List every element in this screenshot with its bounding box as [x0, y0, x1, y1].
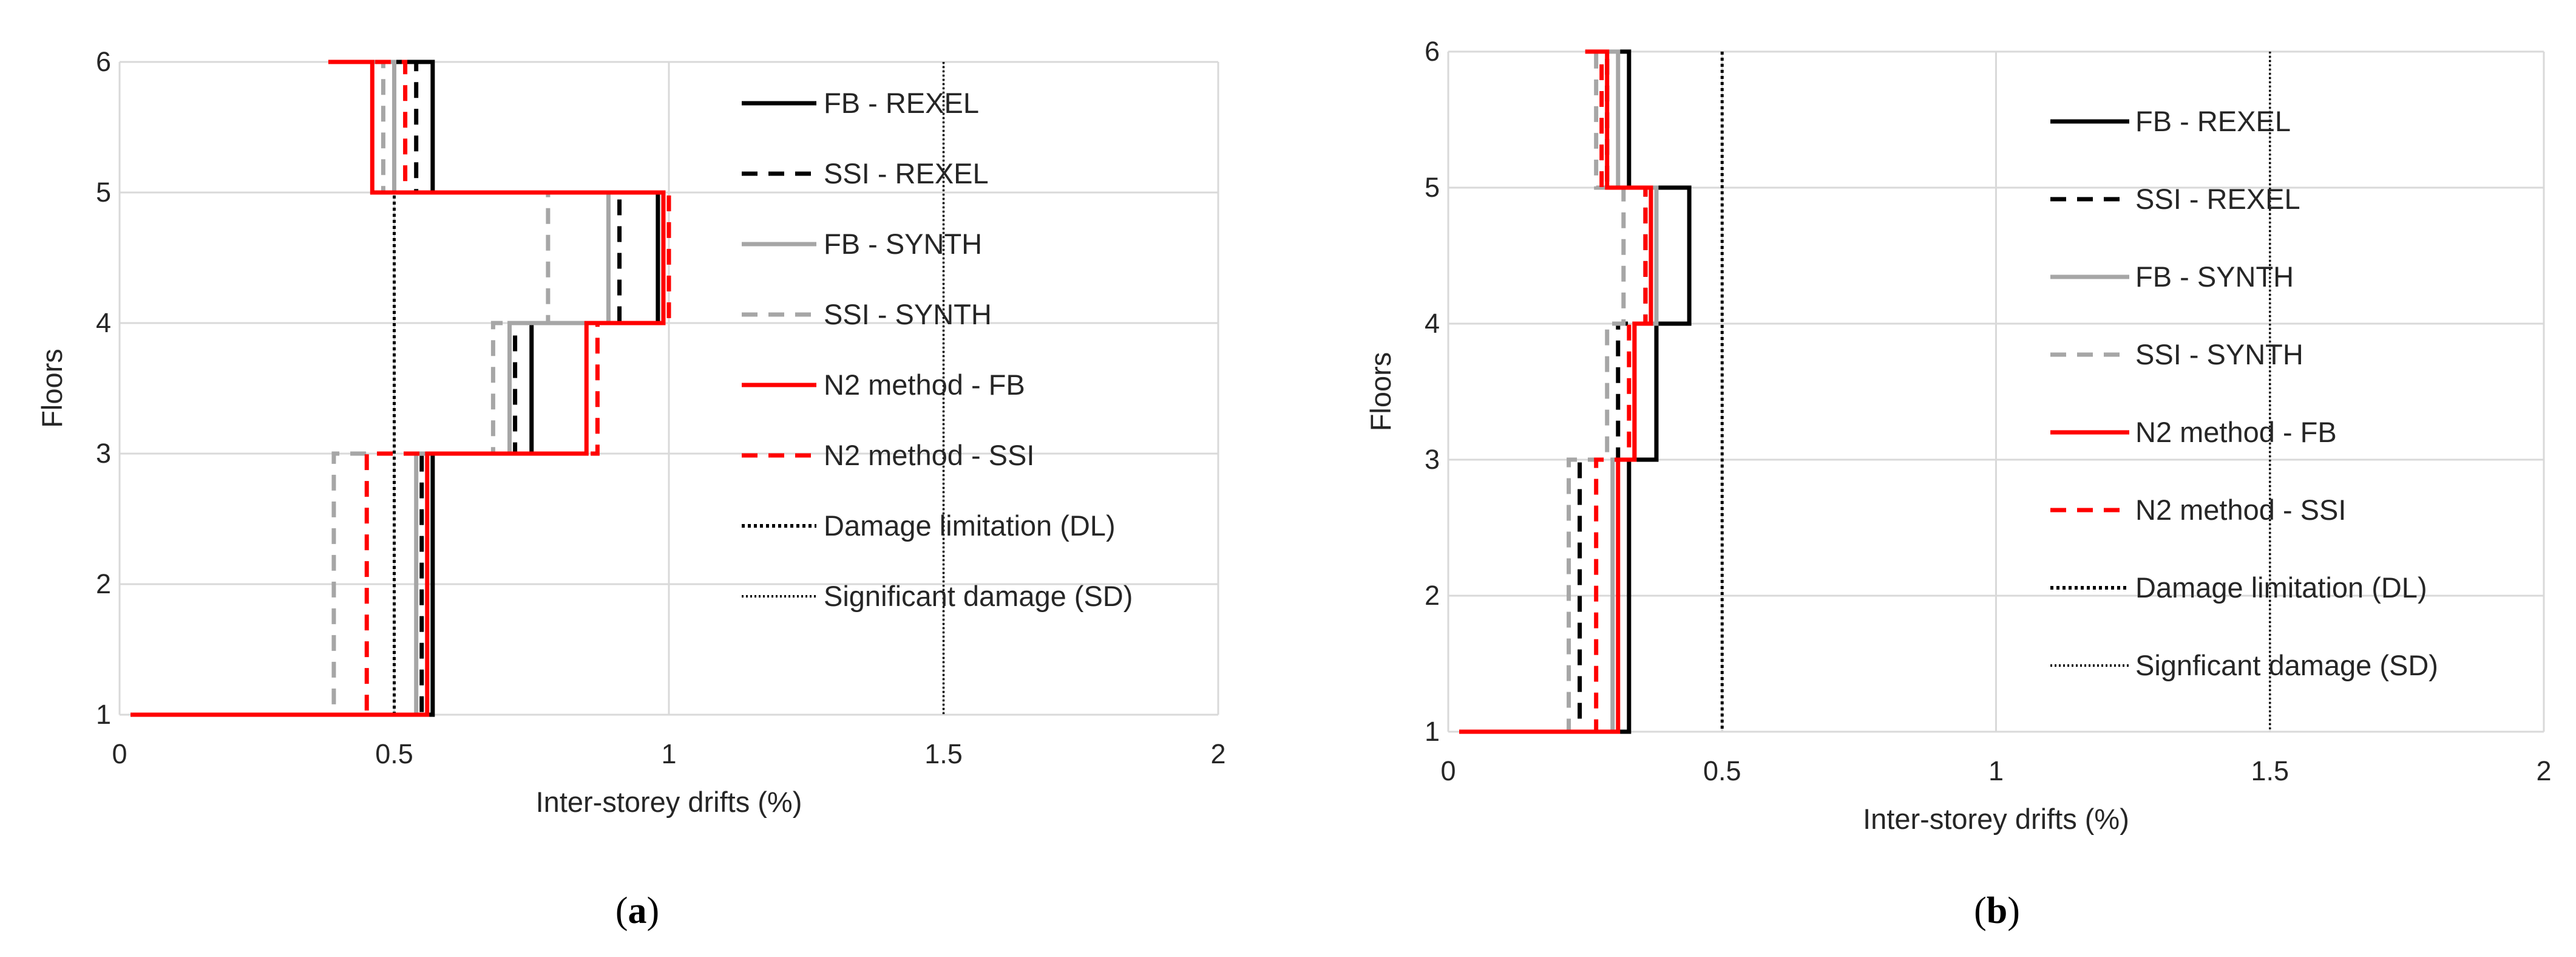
chart-panel-b: 1 2 3 4 5 6 0 0.5 1 1.5 2 Inter-storey drifts (%) Fl… — [1364, 36, 2552, 931]
y-tick-label: 6 — [96, 46, 111, 77]
series-line-ssi-rexel — [130, 60, 622, 717]
legend-label: Significant damage (SD) — [824, 580, 1133, 612]
x-tick-label: 1.5 — [2251, 755, 2289, 786]
y-tick-label: 5 — [1425, 172, 1440, 203]
series-line-fb-rexel — [1459, 49, 1692, 734]
series-line-n2-method-fb — [130, 60, 666, 717]
legend: FB - REXEL SSI - REXEL FB - SYNTH SSI - SYN… — [2050, 105, 2438, 681]
legend-label: FB - REXEL — [2135, 105, 2291, 137]
x-tick-label: 1.5 — [924, 738, 963, 769]
legend-label: N2 method - SSI — [2135, 494, 2346, 526]
legend-label: N2 method - SSI — [824, 439, 1034, 471]
x-tick-label: 1 — [661, 738, 676, 769]
series-line-ssi-synth — [130, 60, 551, 717]
y-axis-title: Floors — [36, 349, 68, 428]
x-axis-title: Inter-storey drifts (%) — [1863, 803, 2129, 835]
legend-label: SSI - REXEL — [2135, 183, 2300, 215]
subplot-label: (a) — [615, 890, 659, 931]
x-tick-label: 0.5 — [1703, 755, 1741, 786]
y-axis-title: Floors — [1364, 352, 1397, 432]
series-line-fb-synth — [1459, 49, 1659, 734]
legend-label: SSI - SYNTH — [824, 298, 992, 330]
y-tick-label: 5 — [96, 177, 111, 208]
subplot-paren: ) — [2007, 890, 2020, 931]
legend-label: Damage limitation (DL) — [824, 509, 1116, 542]
legend-label: Damage limitation (DL) — [2135, 571, 2427, 604]
x-tick-label: 0.5 — [375, 738, 413, 769]
x-tick-label: 1 — [1988, 755, 2004, 786]
legend-label: FB - SYNTH — [2135, 261, 2294, 293]
subplot-paren: ( — [1974, 890, 1987, 931]
y-tick-label: 3 — [96, 438, 111, 469]
y-tick-label: 2 — [96, 568, 111, 599]
x-tick-label: 0 — [1440, 755, 1456, 786]
y-tick-label: 2 — [1425, 580, 1440, 611]
legend-label: SSI - REXEL — [824, 157, 989, 189]
subplot-paren: ( — [615, 890, 628, 931]
x-axis-title: Inter-storey drifts (%) — [536, 786, 802, 818]
y-tick-label: 6 — [1425, 36, 1440, 67]
series-line-n2-method-fb — [1459, 49, 1653, 734]
legend-label: FB - REXEL — [824, 87, 979, 119]
legend-label: N2 method - FB — [824, 369, 1025, 401]
legend-label: SSI - SYNTH — [2135, 338, 2303, 370]
y-tick-label: 4 — [1425, 308, 1440, 339]
series-line-n2-method-ssi — [1459, 49, 1648, 734]
y-tick-label: 3 — [1425, 444, 1440, 475]
x-tick-label: 2 — [1210, 738, 1225, 769]
series-line-n2-method-ssi — [130, 60, 671, 717]
legend: FB - REXEL SSI - REXEL FB - SYNTH SSI - SYN… — [742, 87, 1133, 612]
y-tick-label: 1 — [1425, 716, 1440, 747]
legend-label: N2 method - FB — [2135, 416, 2337, 448]
subplot-label: (b) — [1974, 890, 2020, 931]
x-tick-label: 0 — [112, 738, 127, 769]
y-tick-label: 1 — [96, 699, 111, 730]
subplot-letter: b — [1987, 890, 2007, 931]
subplot-paren: ) — [647, 890, 660, 931]
series-line-fb-synth — [130, 60, 611, 717]
y-tick-label: 4 — [96, 307, 111, 338]
x-tick-label: 2 — [2536, 755, 2551, 786]
legend-label: Signficant damage (SD) — [2135, 649, 2438, 681]
subplot-letter: a — [628, 890, 647, 931]
chart-panel-a: 1 2 3 4 5 6 0 0.5 1 1.5 2 Inter-storey drifts (%) Fl… — [36, 46, 1226, 931]
series-line-ssi-synth — [1459, 49, 1626, 734]
legend-label: FB - SYNTH — [824, 228, 982, 260]
